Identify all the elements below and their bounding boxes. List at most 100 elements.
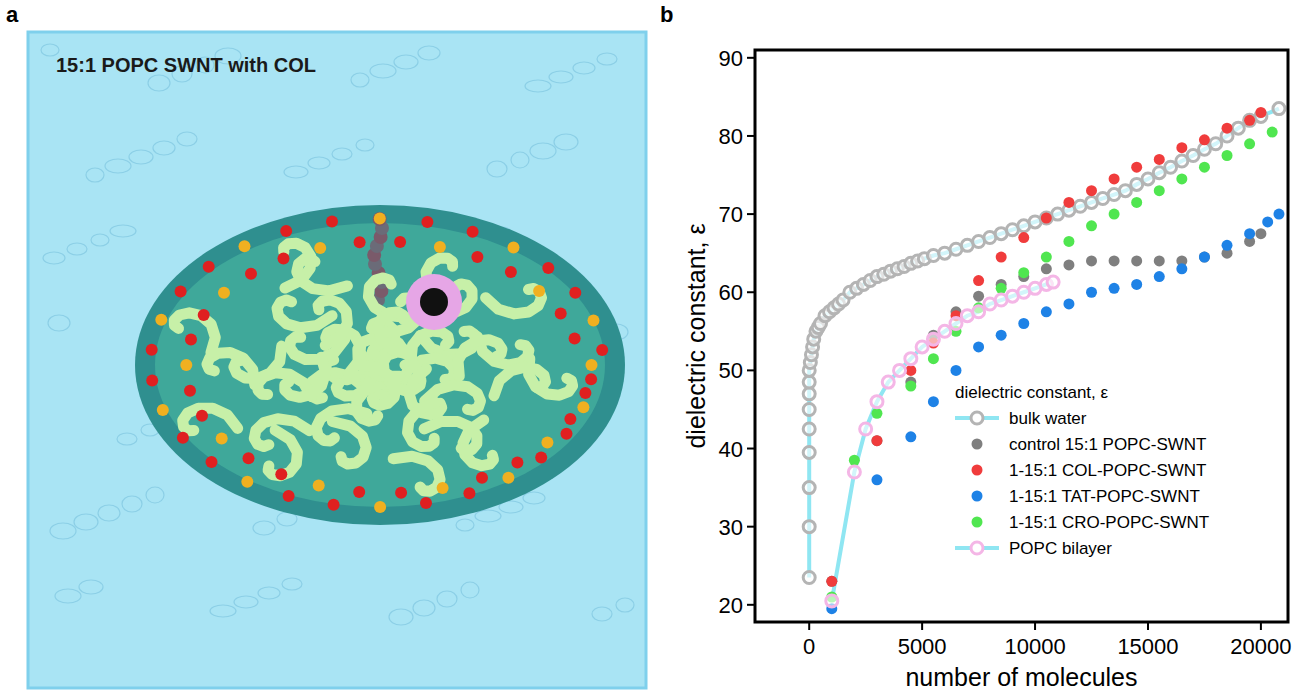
data-point (1041, 213, 1052, 224)
water-texture (43, 252, 65, 264)
head-group (184, 385, 196, 397)
data-point (1154, 154, 1165, 165)
water-texture (67, 243, 87, 255)
head-group (586, 359, 598, 371)
lipid-tail (393, 456, 440, 491)
water-texture (351, 73, 369, 87)
legend-marker (972, 465, 983, 476)
data-point (1041, 306, 1052, 317)
data-point (860, 423, 872, 435)
legend-marker (971, 412, 983, 424)
data-point (803, 376, 815, 388)
data-point (1063, 236, 1074, 247)
legend-marker (972, 439, 983, 450)
data-point (1063, 197, 1074, 208)
water-texture (525, 80, 551, 92)
water-texture (55, 589, 81, 603)
data-point (1131, 279, 1142, 290)
head-group (420, 497, 432, 509)
data-point (973, 291, 984, 302)
head-group (569, 287, 581, 299)
data-point (1047, 276, 1059, 288)
head-group (146, 344, 158, 356)
water-texture (79, 580, 103, 594)
lipid-tail (359, 365, 396, 406)
water-texture (110, 225, 136, 237)
lipid-tail (234, 346, 282, 378)
x-tick-label: 5000 (898, 634, 947, 659)
water-texture (177, 132, 197, 146)
lipid-tail (494, 367, 546, 396)
data-point (1176, 173, 1187, 184)
data-point (1199, 134, 1210, 145)
head-group (203, 261, 215, 273)
panel-letter: b (660, 2, 673, 27)
head-group (243, 452, 255, 464)
water-texture (549, 71, 573, 83)
head-group (146, 374, 158, 386)
water-texture (332, 148, 352, 160)
y-tick-label: 40 (719, 437, 743, 462)
data-point (973, 306, 985, 318)
water-texture (105, 159, 131, 173)
data-point (951, 365, 962, 376)
data-point (1109, 283, 1120, 294)
water-texture (511, 152, 529, 168)
water-texture (210, 605, 236, 617)
data-point (1018, 318, 1029, 329)
water-texture (461, 582, 479, 598)
legend-label: control 15:1 POPC-SWNT (1009, 435, 1206, 454)
head-group (353, 486, 365, 498)
peptide (373, 212, 387, 226)
data-point (871, 474, 882, 485)
head-group (542, 262, 554, 274)
head-group (155, 314, 167, 326)
data-point (1086, 220, 1097, 231)
data-point (1063, 298, 1074, 309)
water-texture (573, 62, 595, 74)
water-texture (437, 591, 457, 607)
head-group (535, 452, 547, 464)
nanotube-pore (420, 288, 448, 316)
data-point (1244, 138, 1255, 149)
head-group (157, 404, 169, 416)
data-point (1109, 173, 1120, 184)
head-group (555, 308, 567, 320)
water-texture (50, 523, 76, 539)
head-group (579, 387, 591, 399)
water-texture (284, 166, 308, 178)
data-point (803, 446, 815, 458)
head-group (326, 216, 338, 228)
water-texture (389, 609, 413, 625)
water-texture (523, 492, 545, 504)
y-tick-label: 90 (719, 46, 743, 71)
data-point (826, 576, 837, 587)
head-group (198, 309, 210, 321)
head-group (278, 253, 290, 265)
head-group (313, 480, 325, 492)
data-point (871, 408, 882, 419)
head-group (283, 490, 295, 502)
panel-a: 15:1 POPC SWNT with COL (28, 32, 646, 688)
water-texture (487, 161, 507, 177)
water-texture (258, 587, 280, 599)
data-point (826, 595, 838, 607)
water-texture (616, 598, 634, 612)
legend: dielectric constant, εbulk watercontrol … (955, 383, 1209, 558)
data-point (803, 423, 815, 435)
head-group (239, 240, 251, 252)
data-point (1154, 271, 1165, 282)
water-texture (98, 505, 120, 521)
data-point (1255, 107, 1266, 118)
lipid-tail (458, 340, 502, 377)
data-point (905, 353, 917, 365)
data-point (905, 431, 916, 442)
data-point (803, 482, 815, 494)
water-texture (234, 596, 258, 608)
data-point (848, 466, 860, 478)
head-group (374, 213, 386, 225)
head-group (374, 501, 386, 513)
legend-label: bulk water (1009, 409, 1087, 428)
head-group (585, 373, 597, 385)
data-point (803, 571, 815, 583)
